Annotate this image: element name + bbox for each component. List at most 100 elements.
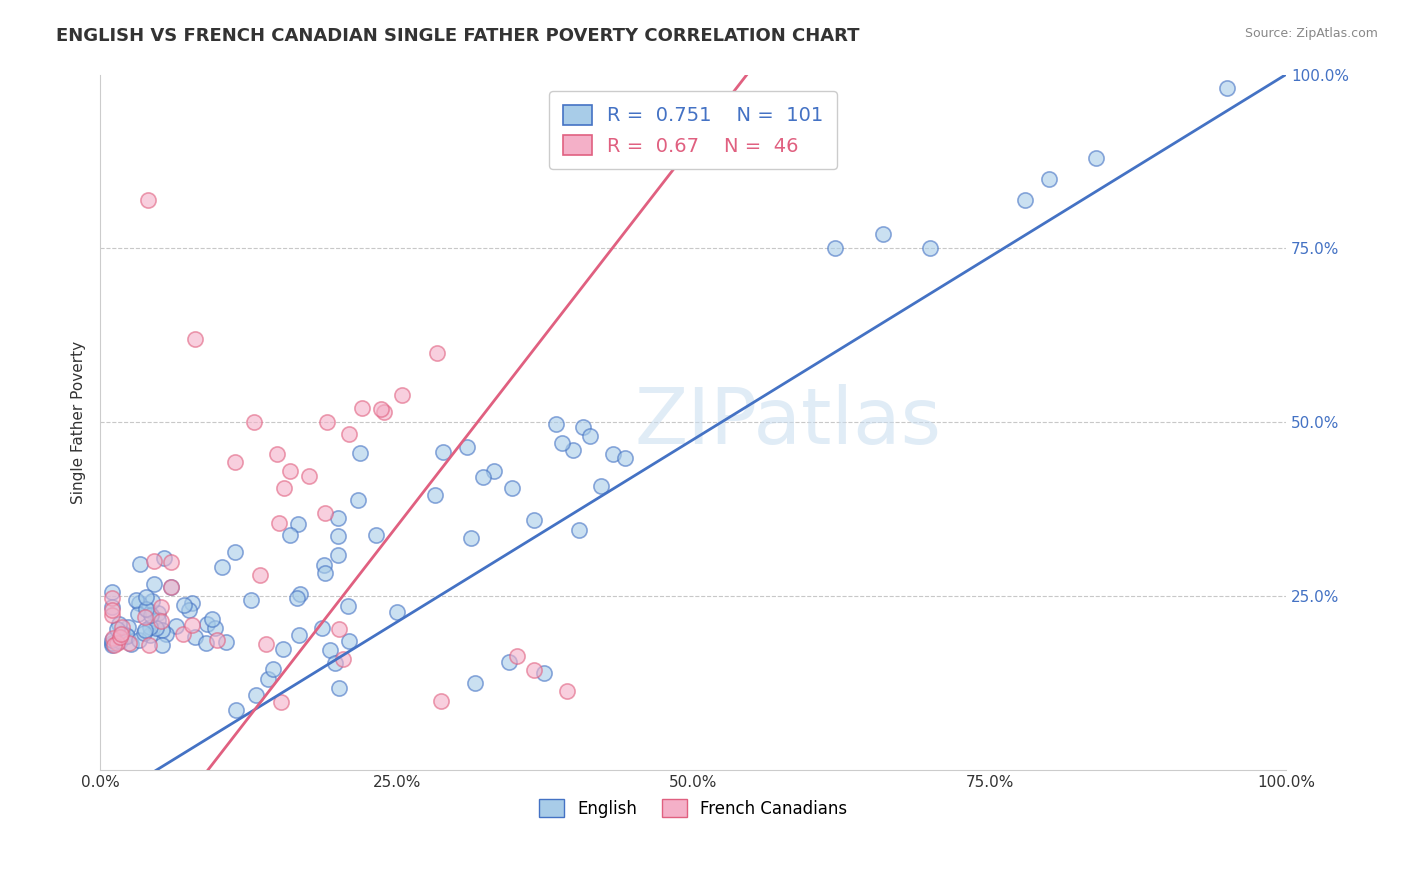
French Canadians (314, 506, 336, 520)
English (101, 636, 124, 650)
English (271, 641, 294, 656)
English (146, 606, 169, 620)
English (143, 577, 166, 591)
English (423, 488, 446, 502)
French Canadians (352, 401, 374, 416)
English (225, 703, 247, 717)
English (920, 241, 942, 255)
French Canadians (149, 599, 172, 614)
English (115, 627, 138, 641)
French Canadians (557, 684, 579, 698)
English (135, 590, 157, 604)
French Canadians (278, 464, 301, 478)
English (1014, 193, 1036, 207)
English (288, 628, 311, 642)
English (150, 623, 173, 637)
French Canadians (205, 633, 228, 648)
English (204, 621, 226, 635)
French Canadians (103, 638, 125, 652)
French Canadians (110, 627, 132, 641)
English (211, 560, 233, 574)
English (328, 529, 350, 543)
English (139, 620, 162, 634)
French Canadians (298, 469, 321, 483)
French Canadians (184, 332, 207, 346)
English (150, 638, 173, 652)
Text: ZIPatlas: ZIPatlas (634, 384, 942, 460)
English (195, 617, 218, 632)
English (602, 447, 624, 461)
English (111, 626, 134, 640)
French Canadians (160, 555, 183, 569)
French Canadians (101, 591, 124, 606)
English (101, 632, 124, 647)
French Canadians (138, 638, 160, 652)
English (262, 662, 284, 676)
English (120, 637, 142, 651)
English (278, 528, 301, 542)
Text: Source: ZipAtlas.com: Source: ZipAtlas.com (1244, 27, 1378, 40)
English (165, 619, 187, 633)
English (183, 631, 205, 645)
English (101, 638, 124, 652)
English (314, 566, 336, 581)
English (177, 602, 200, 616)
English (257, 673, 280, 687)
English (456, 441, 478, 455)
French Canadians (316, 416, 339, 430)
French Canadians (150, 614, 173, 628)
French Canadians (118, 636, 141, 650)
English (591, 478, 613, 492)
French Canadians (249, 568, 271, 582)
English (824, 241, 846, 255)
English (346, 492, 368, 507)
Y-axis label: Single Father Poverty: Single Father Poverty (72, 341, 86, 504)
French Canadians (110, 630, 132, 644)
English (533, 665, 555, 680)
English (432, 445, 454, 459)
English (550, 435, 572, 450)
English (155, 627, 177, 641)
English (134, 625, 156, 640)
French Canadians (370, 402, 392, 417)
English (613, 451, 636, 466)
English (572, 419, 595, 434)
French Canadians (505, 649, 527, 664)
English (568, 523, 591, 537)
English (173, 598, 195, 612)
English (136, 603, 159, 617)
English (128, 633, 150, 648)
French Canadians (332, 652, 354, 666)
English (215, 635, 238, 649)
English (349, 445, 371, 459)
French Canadians (267, 516, 290, 530)
French Canadians (273, 481, 295, 495)
English (108, 634, 131, 648)
English (115, 629, 138, 643)
English (464, 676, 486, 690)
English (153, 551, 176, 566)
English (101, 585, 124, 599)
French Canadians (101, 603, 124, 617)
English (125, 593, 148, 607)
French Canadians (430, 694, 453, 708)
French Canadians (105, 635, 128, 649)
English (1215, 81, 1237, 95)
English (328, 681, 350, 695)
French Canadians (101, 631, 124, 645)
French Canadians (101, 608, 124, 623)
English (117, 620, 139, 634)
Text: ENGLISH VS FRENCH CANADIAN SINGLE FATHER POVERTY CORRELATION CHART: ENGLISH VS FRENCH CANADIAN SINGLE FATHER… (56, 27, 859, 45)
Legend: English, French Canadians: English, French Canadians (531, 793, 853, 824)
English (326, 510, 349, 524)
English (502, 481, 524, 495)
French Canadians (181, 618, 204, 632)
English (318, 643, 340, 657)
English (139, 627, 162, 641)
English (337, 633, 360, 648)
English (523, 513, 546, 527)
English (385, 605, 408, 619)
English (328, 548, 350, 562)
English (105, 622, 128, 636)
English (141, 593, 163, 607)
